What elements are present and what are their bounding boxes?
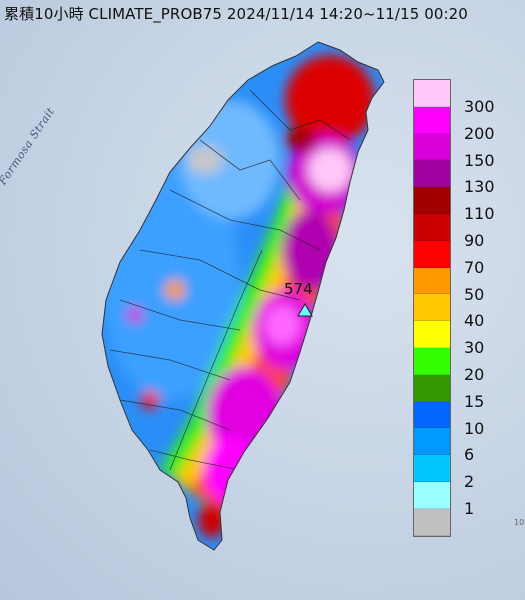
legend-level-label: 40 bbox=[464, 311, 485, 331]
taiwan-coastline bbox=[101, 41, 385, 551]
legend-level-label: 1 bbox=[464, 499, 475, 518]
legend-swatch bbox=[414, 374, 450, 402]
legend-swatch bbox=[414, 321, 450, 348]
legend-swatch bbox=[414, 401, 450, 429]
legend-swatch bbox=[414, 187, 450, 214]
max-value-label: 574 bbox=[284, 280, 313, 298]
legend-level-label: 90 bbox=[464, 231, 485, 250]
map-title: 累積10小時 CLIMATE_PROB75 2024/11/14 14:20~1… bbox=[4, 5, 468, 23]
legend-level-label: 110 bbox=[464, 204, 495, 224]
legend-swatch bbox=[414, 213, 450, 241]
legend-swatch bbox=[414, 133, 450, 161]
legend-level-label: 300 bbox=[464, 97, 495, 116]
max-station-marker bbox=[297, 303, 313, 317]
legend-swatch bbox=[414, 80, 450, 107]
legend-swatch bbox=[414, 160, 450, 188]
legend-swatch bbox=[414, 347, 450, 375]
legend-level-label: 50 bbox=[464, 284, 485, 304]
legend-level-label: 130 bbox=[464, 177, 495, 197]
legend-level-label: 2 bbox=[464, 472, 475, 492]
color-legend bbox=[413, 79, 451, 537]
legend-swatch bbox=[414, 240, 450, 268]
legend-level-label: 10 bbox=[464, 418, 485, 438]
legend-swatch bbox=[414, 106, 450, 134]
county-boundaries bbox=[109, 89, 351, 471]
legend-swatch bbox=[414, 267, 450, 295]
legend-swatch bbox=[414, 428, 450, 456]
legend-level-label: 20 bbox=[464, 365, 485, 384]
legend-level-label: 70 bbox=[464, 257, 485, 277]
legend-level-label: 150 bbox=[464, 150, 495, 170]
legend-level-label: 200 bbox=[464, 123, 495, 143]
legend-swatch bbox=[414, 481, 450, 509]
edge-mark: 10 bbox=[514, 518, 525, 527]
legend-swatch bbox=[414, 455, 450, 482]
legend-level-label: 30 bbox=[464, 338, 485, 358]
legend-swatch bbox=[414, 508, 450, 536]
legend-swatch bbox=[414, 294, 450, 322]
legend-level-label: 15 bbox=[464, 391, 485, 411]
legend-level-label: 6 bbox=[464, 445, 475, 465]
